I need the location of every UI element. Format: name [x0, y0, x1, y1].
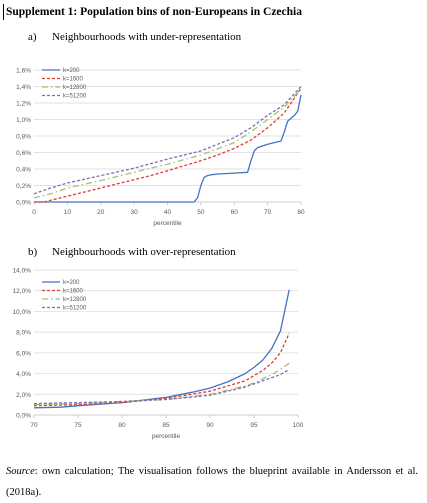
legend-label: k=1600 [63, 289, 84, 295]
legend-label: k=12800 [63, 297, 87, 303]
y-tick-label: 1,4% [16, 84, 31, 91]
series-line-k-1600 [34, 87, 302, 203]
y-tick-label: 0,8% [16, 134, 31, 141]
y-tick-label: 1,0% [16, 117, 31, 124]
panel-b-label: b) [28, 246, 38, 258]
y-tick-label: 0,0% [16, 200, 31, 207]
y-tick-label: 12,0% [13, 288, 32, 295]
series-line-k-12800 [33, 362, 290, 406]
series-line-k-51200 [33, 86, 302, 195]
chart-under-representation: 0,0% 0,2% 0,4% 0,6% 0,8% 1,0% 1,2% 1,4% 1,6% 0 10 2… [16, 68, 305, 228]
x-tick-label: 70 [264, 209, 272, 216]
source-note: Source: own calculation; The visualisati… [6, 461, 418, 503]
legend-label: k=12800 [63, 85, 87, 91]
x-tick-label: 60 [231, 209, 239, 216]
y-tick-label: 0,4% [16, 167, 31, 174]
y-tick-label: 0,6% [16, 150, 31, 157]
panel-b-heading: b) Neighbourhoods with over-representatio… [28, 246, 236, 258]
y-tick-label: 4,0% [16, 371, 31, 378]
legend-label: k=51200 [63, 306, 87, 312]
x-tick-label: 10 [64, 209, 72, 216]
x-tick-label: 50 [197, 209, 205, 216]
chart-over-representation: 0,0% 2,0% 4,0% 6,0% 8,0% 10,0% 12,0% 14,0% 70 75 8… [13, 268, 304, 441]
series-line-k-12800 [33, 88, 302, 199]
x-tick-label: 75 [74, 422, 82, 429]
x-tick-label: 40 [164, 209, 172, 216]
text-cursor [3, 4, 4, 20]
series-line-k-200 [34, 94, 302, 203]
y-tick-label: 10,0% [13, 309, 32, 316]
y-tick-label: 0,0% [16, 413, 31, 420]
y-tick-label: 1,2% [16, 101, 31, 108]
legend-label: k=200 [63, 280, 80, 286]
legend-label: k=1600 [63, 77, 84, 83]
y-tick-label: 1,6% [16, 68, 31, 75]
x-axis-title: percentile [152, 433, 181, 440]
y-tick-label: 2,0% [16, 392, 31, 399]
x-tick-label: 90 [206, 422, 214, 429]
legend-label: k=200 [63, 68, 80, 74]
legend-label: k=51200 [63, 94, 87, 100]
x-tick-label: 80 [297, 209, 305, 216]
x-tick-label: 70 [30, 422, 38, 429]
x-tick-label: 85 [162, 422, 170, 429]
series-line-k-51200 [33, 368, 290, 405]
y-tick-label: 0,2% [16, 183, 31, 190]
x-tick-label: 95 [250, 422, 258, 429]
panel-a-title: Neighbourhoods with under-representation [52, 31, 242, 43]
x-tick-label: 30 [131, 209, 139, 216]
series-line-k-200 [33, 289, 290, 409]
panel-a-heading: a) Neighbourhoods with under-representati… [28, 31, 241, 43]
y-tick-label: 14,0% [13, 268, 32, 275]
x-axis-title: percentile [153, 220, 182, 227]
panel-b-title: Neighbourhoods with over-representation [52, 246, 236, 258]
x-tick-label: 20 [97, 209, 105, 216]
y-tick-label: 8,0% [16, 330, 31, 337]
panel-a-label: a) [28, 31, 37, 43]
page-title: Supplement 1: Population bins of non-Eur… [6, 6, 302, 18]
source-label: Source [6, 466, 35, 477]
x-tick-label: 0 [32, 209, 36, 216]
source-text: : own calculation; The visualisation fol… [6, 466, 418, 498]
x-tick-label: 80 [118, 422, 126, 429]
y-tick-label: 6,0% [16, 350, 31, 357]
series-line-k-1600 [33, 332, 290, 407]
x-tick-label: 100 [293, 422, 304, 429]
